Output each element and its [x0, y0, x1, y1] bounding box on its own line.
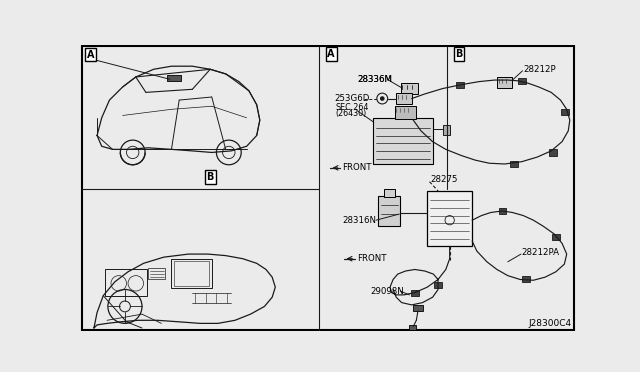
Bar: [174, 261, 209, 286]
Text: SEC.264: SEC.264: [336, 103, 369, 112]
Text: A: A: [327, 49, 335, 59]
Text: 28336M: 28336M: [358, 75, 392, 84]
Text: J28300C4: J28300C4: [528, 319, 572, 328]
Bar: [552, 234, 560, 240]
Bar: [384, 189, 395, 197]
Text: 28275: 28275: [430, 175, 458, 184]
Bar: [428, 191, 472, 246]
Text: A: A: [87, 49, 95, 60]
Text: 28212P: 28212P: [524, 65, 556, 74]
Bar: [510, 161, 518, 167]
Bar: [443, 125, 451, 135]
Circle shape: [380, 96, 385, 101]
Bar: [518, 78, 525, 84]
Text: FRONT: FRONT: [342, 163, 371, 172]
Bar: [378, 196, 400, 226]
Bar: [499, 208, 506, 214]
Bar: [561, 109, 569, 115]
Bar: [172, 259, 212, 288]
Bar: [497, 77, 513, 88]
Bar: [373, 118, 433, 164]
Bar: [396, 93, 412, 104]
Bar: [167, 75, 180, 81]
Bar: [148, 268, 165, 279]
Bar: [522, 276, 529, 282]
Text: (26430): (26430): [336, 109, 367, 118]
Bar: [434, 282, 442, 288]
Text: 29098N: 29098N: [371, 286, 404, 295]
Bar: [411, 289, 419, 296]
Bar: [105, 269, 147, 296]
Text: B: B: [207, 172, 214, 182]
Bar: [413, 305, 422, 311]
Bar: [408, 325, 417, 330]
Text: 28316N: 28316N: [342, 216, 376, 225]
Text: 28336M: 28336M: [358, 75, 392, 84]
Text: FRONT: FRONT: [356, 254, 386, 263]
Bar: [549, 150, 557, 155]
Text: 253G6D: 253G6D: [334, 94, 369, 103]
Bar: [456, 81, 463, 88]
Bar: [395, 106, 417, 119]
Bar: [401, 83, 418, 94]
Text: B: B: [455, 49, 463, 59]
Text: 28212PA: 28212PA: [522, 248, 560, 257]
